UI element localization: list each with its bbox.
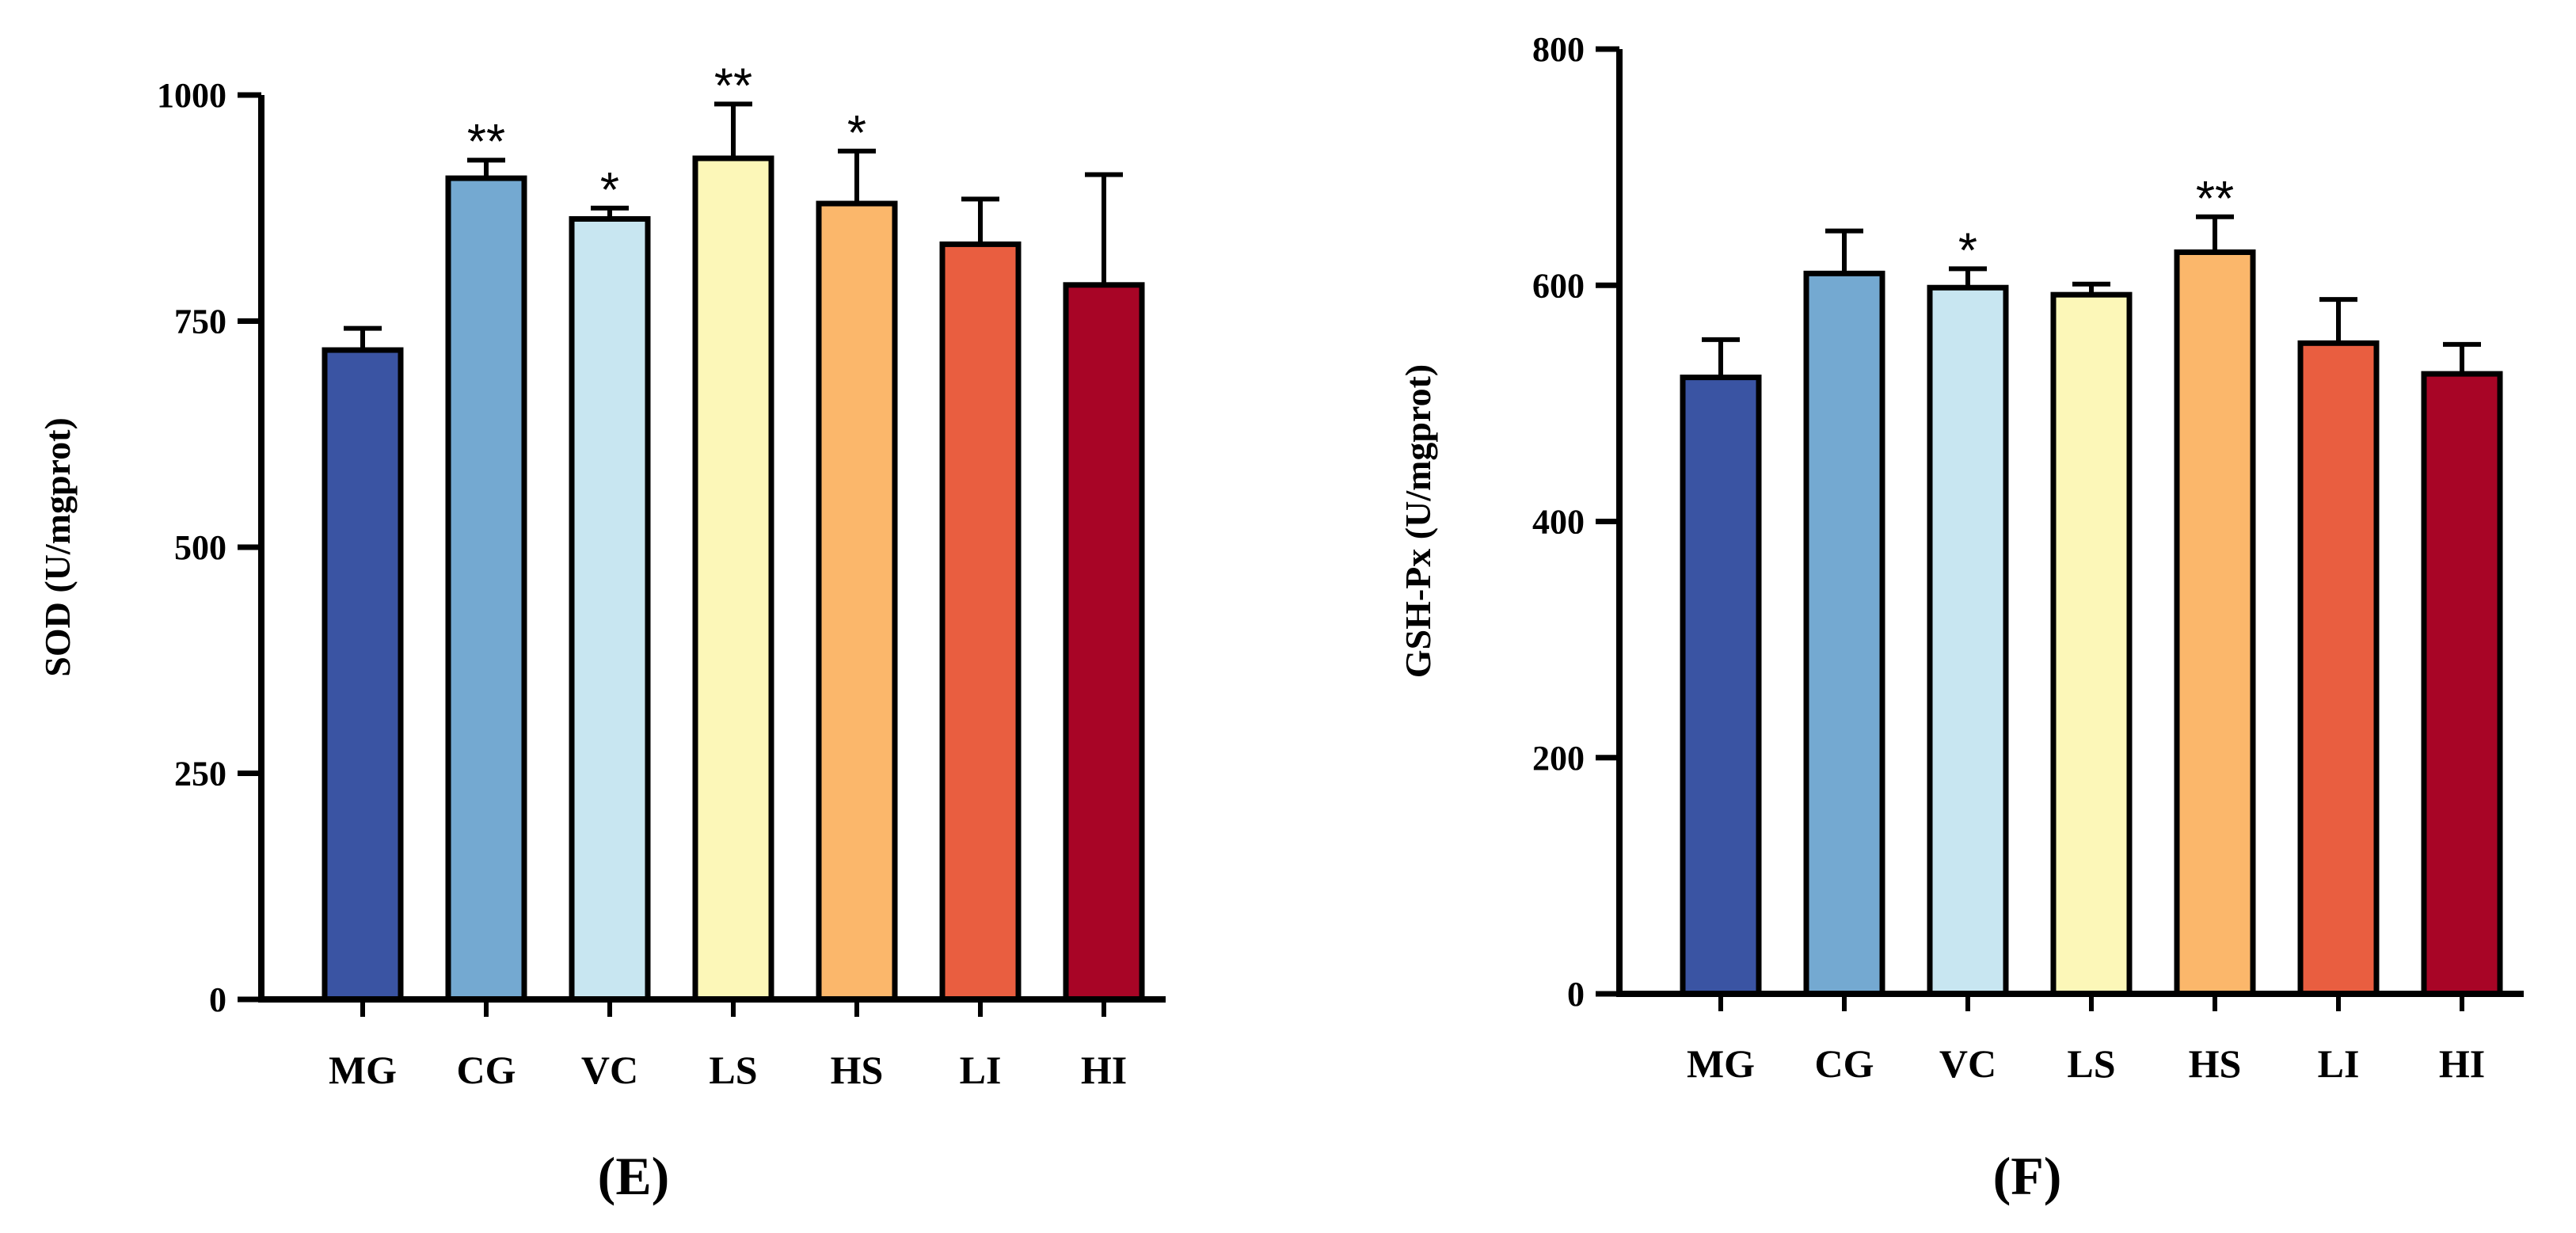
panel-label: (E) bbox=[598, 1146, 670, 1206]
panel-label: (F) bbox=[1993, 1146, 2062, 1206]
bar-ls bbox=[2050, 291, 2133, 997]
bar-cg bbox=[1803, 270, 1885, 997]
bar-vc bbox=[1927, 284, 2009, 997]
bar-mg bbox=[322, 347, 404, 1003]
x-tick-label: MG bbox=[329, 1048, 397, 1092]
significance-marker: * bbox=[847, 106, 866, 161]
x-tick-label: LI bbox=[2318, 1041, 2360, 1086]
y-tick-label: 250 bbox=[174, 755, 226, 793]
bar-li bbox=[939, 241, 1022, 1003]
x-tick-label: CG bbox=[1815, 1041, 1874, 1086]
chart-panel-0: MG ** CG * VC ** LS * HS LI HI 0 250 500 750 1000 SOD (U… bbox=[37, 59, 1166, 1206]
y-tick-label: 500 bbox=[174, 528, 226, 567]
bar-hs bbox=[816, 200, 898, 1003]
x-tick-label: VC bbox=[581, 1048, 638, 1092]
bar-hi bbox=[2421, 371, 2503, 997]
significance-marker: ** bbox=[2196, 172, 2234, 226]
x-tick-label: VC bbox=[1939, 1041, 1996, 1086]
y-axis-title: SOD (U/mgprot) bbox=[37, 417, 78, 677]
bar-hs bbox=[2174, 249, 2256, 997]
bar-vc bbox=[569, 215, 651, 1003]
y-tick-label: 0 bbox=[1567, 975, 1585, 1014]
bar-mg bbox=[1680, 375, 1762, 997]
x-tick-label: HI bbox=[2439, 1041, 2485, 1086]
x-tick-label: HS bbox=[2189, 1041, 2242, 1086]
bar-li bbox=[2297, 340, 2380, 997]
x-tick-label: LS bbox=[2067, 1041, 2115, 1086]
bar-hi bbox=[1063, 282, 1145, 1003]
bar-cg bbox=[445, 175, 527, 1003]
y-tick-label: 400 bbox=[1532, 503, 1585, 542]
y-tick-label: 1000 bbox=[157, 76, 226, 115]
y-tick-label: 0 bbox=[209, 980, 226, 1019]
significance-marker: * bbox=[600, 163, 619, 218]
x-tick-label: LS bbox=[709, 1048, 757, 1092]
significance-marker: ** bbox=[467, 115, 505, 169]
y-tick-label: 200 bbox=[1532, 739, 1585, 778]
x-tick-label: CG bbox=[457, 1048, 516, 1092]
y-tick-label: 600 bbox=[1532, 266, 1585, 305]
chart-panel-1: MG CG * VC LS ** HS LI HI 0 200 400 600 800 GSH-Px (U/… bbox=[1398, 30, 2524, 1206]
x-tick-label: HI bbox=[1081, 1048, 1127, 1092]
x-tick-label: LI bbox=[960, 1048, 1002, 1092]
x-tick-label: MG bbox=[1687, 1041, 1755, 1086]
x-tick-label: HS bbox=[831, 1048, 884, 1092]
y-axis-title: GSH-Px (U/mgprot) bbox=[1398, 364, 1438, 679]
y-tick-label: 750 bbox=[174, 303, 226, 341]
significance-marker: ** bbox=[714, 59, 752, 113]
bar-ls bbox=[692, 155, 774, 1003]
y-tick-label: 800 bbox=[1532, 30, 1585, 69]
significance-marker: * bbox=[1958, 223, 1977, 278]
